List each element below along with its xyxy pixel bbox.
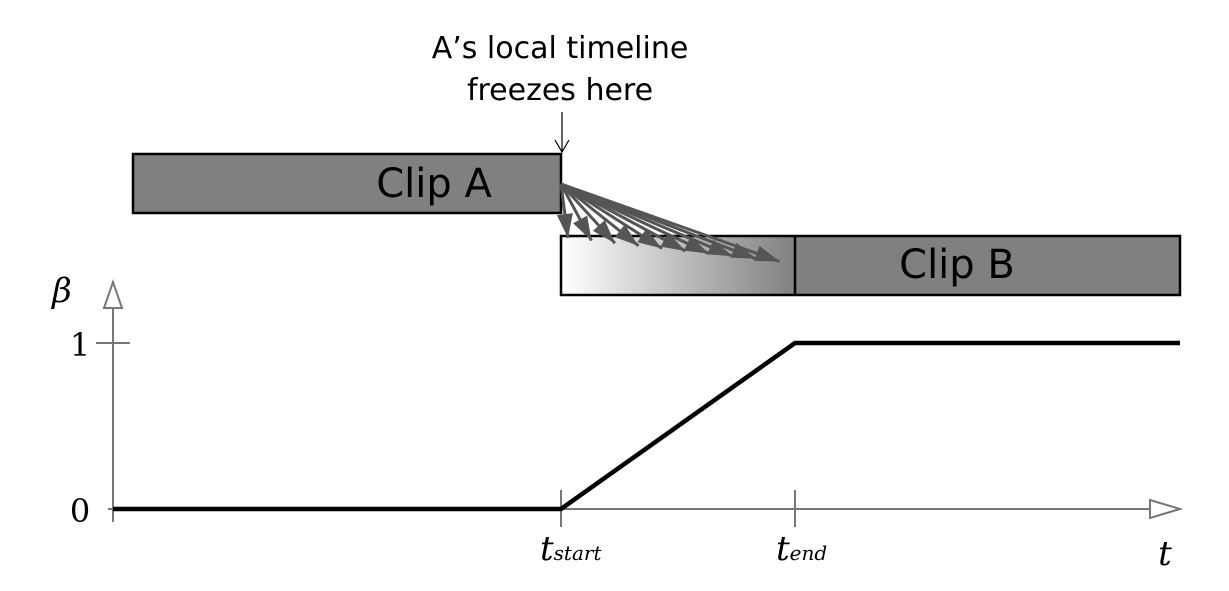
- fan-arrow-head: [660, 232, 686, 251]
- clip-a-label: Clip A: [376, 161, 492, 207]
- y-axis: [96, 278, 130, 522]
- t-end-label: tend: [776, 529, 827, 569]
- clip-b-label: Clip B: [899, 242, 1015, 288]
- annotation-line-1: A’s local timeline: [431, 31, 689, 66]
- fan-arrow-head: [573, 215, 592, 241]
- fan-arrow-head: [592, 220, 615, 244]
- fan-arrow-head: [754, 245, 780, 262]
- annotation-line-2: freezes here: [466, 73, 654, 108]
- fan-arrow-head: [556, 213, 573, 238]
- freeze-annotation: A’s local timeline freezes here: [380, 28, 740, 112]
- fan-arrow-head: [683, 236, 709, 254]
- beta-curve: [113, 340, 1180, 512]
- freeze-fan-arrows: [556, 182, 781, 263]
- freeze-pointer-arrow: [554, 112, 570, 154]
- fan-arrow-head: [614, 224, 639, 246]
- clip-b: Clip B: [559, 234, 1182, 297]
- y-tick-1: 1: [70, 326, 90, 364]
- fan-arrow-head: [637, 228, 662, 249]
- clip-a: Clip A: [131, 152, 563, 215]
- t-start-label: tstart: [540, 529, 602, 569]
- fan-arrow-line: [560, 182, 781, 263]
- x-axis-label: t: [1158, 534, 1172, 574]
- y-tick-0: 0: [70, 492, 90, 530]
- y-axis-label: β: [50, 271, 72, 311]
